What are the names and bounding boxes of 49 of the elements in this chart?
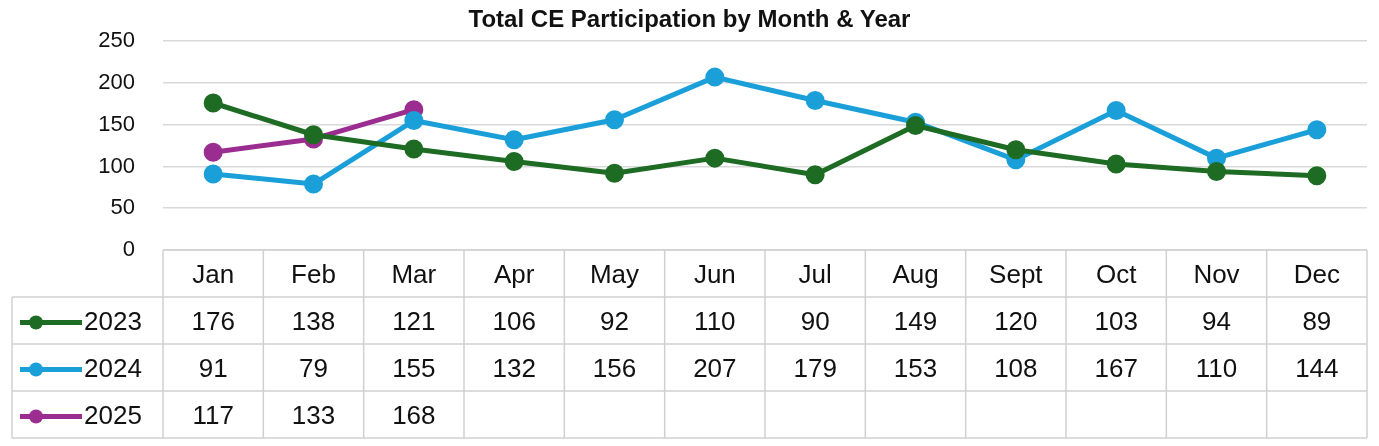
data-label: 94: [1202, 305, 1231, 336]
data-label: 110: [694, 305, 736, 336]
data-label: 156: [592, 352, 637, 383]
data-label: 168: [392, 399, 436, 430]
data-label: 92: [600, 305, 629, 336]
x-tick-label: May: [589, 258, 640, 289]
data-label: 155: [392, 352, 436, 383]
y-tick-label: 50: [110, 194, 135, 220]
x-tick-label: Apr: [493, 258, 535, 289]
data-label: 207: [693, 352, 737, 383]
data-label: 132: [492, 352, 536, 383]
data-label: 110: [1195, 352, 1238, 383]
data-label: 89: [1302, 305, 1332, 336]
data-label: 144: [1295, 352, 1339, 383]
y-tick-label: 200: [98, 69, 135, 95]
x-tick-label: Oct: [1095, 258, 1138, 289]
data-label: 176: [191, 305, 235, 336]
chart-title: Total CE Participation by Month & Year: [468, 5, 911, 33]
x-tick-label: Aug: [892, 258, 939, 289]
data-label: 106: [492, 305, 536, 336]
legend-label: 2025: [84, 399, 142, 430]
data-label: 103: [1094, 305, 1138, 336]
data-label: 179: [793, 352, 837, 383]
y-tick-label: 0: [122, 236, 135, 262]
data-label: 108: [994, 352, 1038, 383]
x-tick-label: Jan: [192, 258, 235, 289]
data-label: 90: [800, 305, 830, 336]
legend-label: 2023: [84, 305, 142, 336]
x-tick-label: Dec: [1293, 258, 1340, 289]
data-label: 149: [893, 305, 938, 336]
y-tick-label: 250: [98, 27, 135, 53]
data-label: 121: [392, 305, 436, 336]
x-tick-label: Sept: [989, 258, 1044, 289]
x-tick-label: Nov: [1193, 258, 1240, 289]
x-tick-label: Feb: [291, 258, 336, 289]
data-label: 133: [291, 399, 336, 430]
data-label: 167: [1094, 352, 1138, 383]
data-label: 153: [893, 352, 938, 383]
x-tick-label: Mar: [391, 258, 437, 289]
data-label: 120: [994, 305, 1038, 336]
x-tick-label: Jun: [693, 258, 736, 289]
data-label: 117: [192, 399, 234, 430]
data-label: 91: [198, 352, 228, 383]
legend-label: 2024: [84, 352, 142, 383]
x-tick-label: Jul: [798, 258, 832, 289]
data-label: 79: [299, 352, 328, 383]
y-tick-label: 150: [98, 110, 135, 136]
y-tick-label: 100: [98, 152, 135, 178]
data-label: 138: [291, 305, 336, 336]
